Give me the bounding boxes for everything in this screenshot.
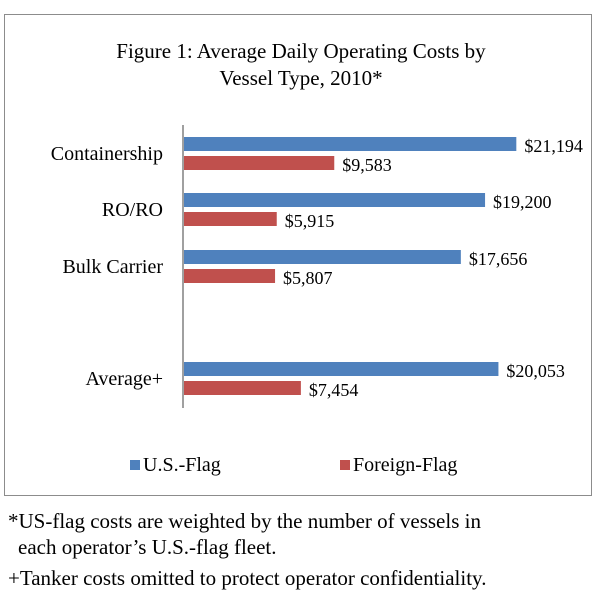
category-label-average: Average+ [85, 368, 163, 390]
bar-foreign-flag-average [184, 381, 301, 395]
footnote-tanker: +Tanker costs omitted to protect operato… [8, 566, 487, 590]
bar-u-s-flag-ro-ro [184, 193, 486, 207]
data-label-foreign-flag-ro-ro: $5,915 [285, 211, 335, 231]
footnote-weighting: *US-flag costs are weighted by the numbe… [8, 509, 481, 533]
data-label-u-s-flag-ro-ro: $19,200 [493, 192, 552, 212]
bar-foreign-flag-containership [184, 156, 335, 170]
bar-foreign-flag-bulk-carrier [184, 269, 276, 283]
category-label-ro-ro: RO/RO [102, 199, 163, 221]
chart-frame [4, 14, 592, 496]
bars [184, 137, 517, 395]
footnote-weighting-continued: each operator’s U.S.-flag fleet. [18, 535, 277, 559]
bar-u-s-flag-average [184, 362, 499, 376]
chart-title-line-1: Figure 1: Average Daily Operating Costs … [116, 39, 486, 63]
category-label-bulk-carrier: Bulk Carrier [62, 256, 163, 278]
chart-title-line-2: Vessel Type, 2010* [219, 66, 383, 90]
category-label-containership: Containership [51, 143, 163, 165]
legend: U.S.-Flag Foreign-Flag [130, 454, 457, 476]
bar-chart: Containership RO/RO Bulk Carrier Average+ $… [51, 125, 583, 476]
legend-swatch-foreign-flag [340, 460, 350, 470]
bar-u-s-flag-bulk-carrier [184, 250, 461, 264]
legend-label-u-s-flag: U.S.-Flag [143, 454, 221, 476]
bar-u-s-flag-containership [184, 137, 517, 151]
legend-label-foreign-flag: Foreign-Flag [353, 454, 457, 476]
bar-value-labels: $21,194 $9,583 $19,200 $5,915 $17,656 $5,807 $… [283, 136, 583, 400]
bar-foreign-flag-ro-ro [184, 212, 277, 226]
data-label-foreign-flag-containership: $9,583 [342, 155, 392, 175]
legend-swatch-u-s-flag [130, 460, 140, 470]
data-label-foreign-flag-average: $7,454 [309, 380, 359, 400]
category-labels: Containership RO/RO Bulk Carrier Average+ [51, 143, 164, 390]
data-label-u-s-flag-containership: $21,194 [524, 136, 583, 156]
data-label-u-s-flag-average: $20,053 [506, 361, 565, 381]
data-label-foreign-flag-bulk-carrier: $5,807 [283, 268, 333, 288]
chart-title: Figure 1: Average Daily Operating Costs … [0, 38, 602, 92]
data-label-u-s-flag-bulk-carrier: $17,656 [469, 249, 528, 269]
